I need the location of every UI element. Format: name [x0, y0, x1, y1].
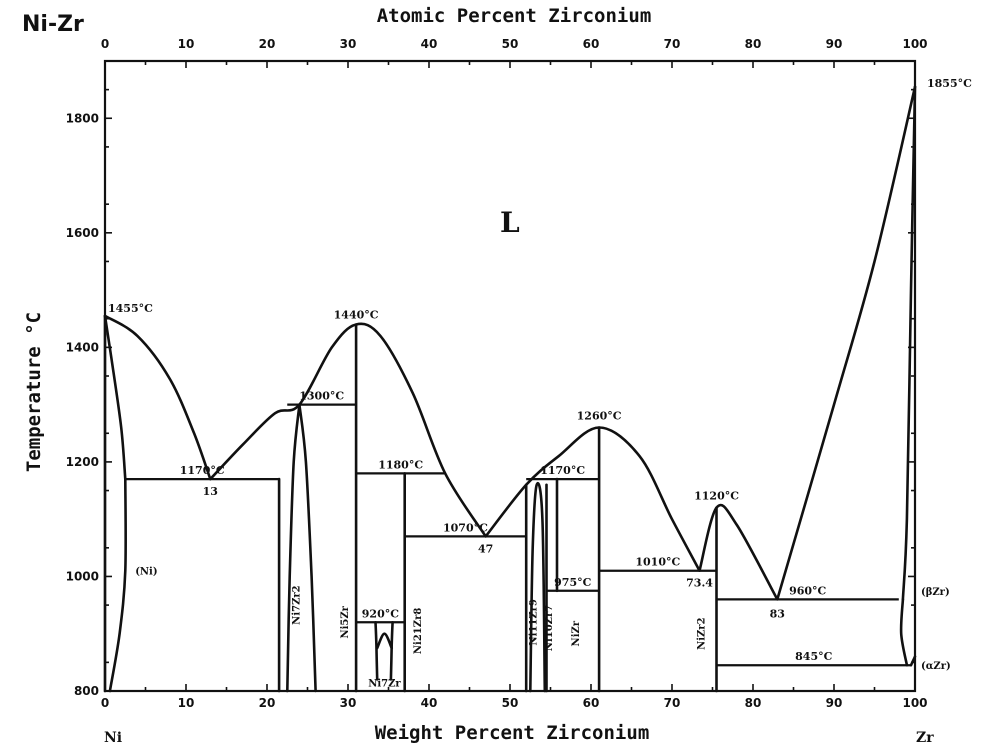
x-tick-top-label: 90	[826, 37, 843, 51]
x-tick-top-label: 100	[902, 37, 927, 51]
x-tick-bottom-label: 50	[502, 696, 519, 710]
zr-solvus	[899, 598, 909, 667]
x-tick-bottom-label: 70	[664, 696, 681, 710]
invariant-label: 1070°C	[443, 521, 488, 534]
liquid-region-label: L	[500, 206, 520, 239]
temperature-annotations: 1455°C 13 1440°C 47 1260°C 1120°C 73.4 83 1855°C	[108, 77, 972, 621]
phase-label: NiZr	[571, 620, 582, 646]
ni7zr-right	[389, 621, 394, 681]
zr-alpha	[909, 655, 917, 667]
phase-label: (αZr)	[921, 661, 951, 672]
temperature-annotation: 1440°C	[334, 308, 379, 321]
phase-label: (βZr)	[921, 587, 950, 598]
invariant-label: 1180°C	[378, 458, 423, 471]
phase-label: Ni10Zr7	[544, 605, 555, 651]
x-end-label-ni: Ni	[104, 730, 122, 746]
y-axis-title: Temperature °C	[23, 312, 45, 472]
invariant-label: 960°C	[789, 584, 826, 597]
y-tick-label: 1400	[66, 340, 99, 354]
ni11zr9-dome	[529, 482, 547, 693]
invariant-lines: 1170°C 1300°C 1180°C 1070°C 920°C 1170°C 975°C…	[125, 390, 911, 667]
temperature-annotation: 1120°C	[694, 490, 739, 503]
invariant-label: 845°C	[795, 650, 832, 663]
phase-label: Ni7Zr	[368, 678, 401, 689]
phase-label: Ni7Zr2	[291, 585, 302, 624]
phase-label: Ni21Zr8	[413, 608, 424, 654]
x-tick-bottom-label: 80	[745, 696, 762, 710]
ni7zr2-dome-left	[286, 403, 301, 693]
invariant-label: 920°C	[362, 607, 399, 620]
y-tick-label: 1800	[66, 111, 99, 125]
chart-title: Ni-Zr	[22, 12, 84, 37]
bottom-axis-title: Weight Percent Zirconium	[375, 722, 650, 744]
invariant-label: 1300°C	[299, 390, 344, 403]
temperature-annotation: 1260°C	[577, 410, 622, 423]
y-tick-label: 800	[74, 684, 99, 698]
liquidus-curve	[103, 85, 917, 601]
temperature-annotation: 1455°C	[108, 302, 153, 315]
invariant-label: 1170°C	[540, 464, 585, 477]
x-tick-top-label: 30	[340, 37, 357, 51]
zr-solidus	[901, 85, 917, 601]
x-tick-bottom-label: 60	[583, 696, 600, 710]
axis-ticks: 0 10 20 30 40 50 60 70 80 90 1000 10 20 30 40 50 60 70 80 9…	[66, 37, 928, 710]
ni7zr-arc	[375, 632, 393, 650]
x-tick-top-label: 0	[101, 37, 109, 51]
x-tick-top-label: 50	[502, 37, 519, 51]
x-tick-top-label: 60	[583, 37, 600, 51]
temperature-annotation: 83	[770, 607, 785, 620]
ni7zr2-dome-right	[298, 403, 317, 693]
phase-label: Ni11Zr9	[529, 599, 540, 645]
x-end-label-zr: Zr	[916, 730, 934, 746]
temperature-annotation: 13	[203, 485, 218, 498]
x-tick-top-label: 70	[664, 37, 681, 51]
phase-boundaries	[103, 85, 917, 693]
x-tick-bottom-label: 20	[259, 696, 276, 710]
x-tick-bottom-label: 90	[826, 696, 843, 710]
invariant-label: 1170°C	[180, 464, 225, 477]
x-tick-top-label: 10	[178, 37, 195, 51]
ni-solvus	[108, 477, 127, 693]
invariant-label: 975°C	[554, 576, 591, 589]
x-tick-bottom-label: 40	[421, 696, 438, 710]
temperature-annotation: 73.4	[686, 577, 713, 590]
temperature-annotation: 47	[478, 542, 493, 555]
x-tick-bottom-label: 10	[178, 696, 195, 710]
invariant-label: 1010°C	[635, 556, 680, 569]
x-tick-bottom-label: 30	[340, 696, 357, 710]
x-tick-bottom-label: 0	[101, 696, 109, 710]
x-tick-top-label: 20	[259, 37, 276, 51]
phase-label: (Ni)	[135, 567, 157, 578]
temperature-annotation: 1855°C	[927, 77, 972, 90]
y-tick-label: 1600	[66, 226, 99, 240]
phase-label: Ni5Zr	[340, 605, 351, 638]
x-tick-bottom-label: 100	[902, 696, 927, 710]
y-tick-label: 1000	[66, 569, 99, 583]
x-tick-top-label: 80	[745, 37, 762, 51]
x-tick-top-label: 40	[421, 37, 438, 51]
ni7zr-left	[374, 621, 379, 681]
y-tick-label: 1200	[66, 455, 99, 469]
top-axis-title: Atomic Percent Zirconium	[377, 5, 652, 27]
phase-label: NiZr2	[696, 617, 707, 650]
ni-solidus	[103, 314, 127, 481]
phase-labels: (Ni) Ni7Zr2 Ni5Zr Ni21Zr8 Ni7Zr Ni11Zr9 Ni10Zr…	[135, 567, 951, 690]
